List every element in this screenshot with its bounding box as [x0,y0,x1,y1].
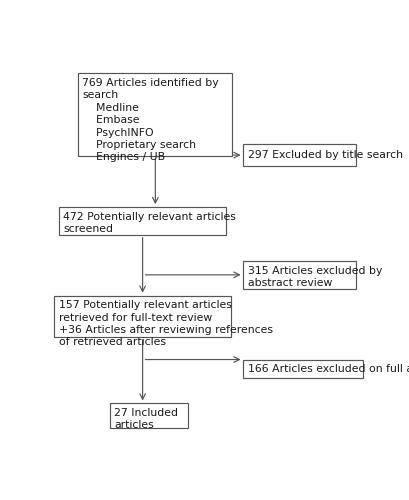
Text: 315 Articles excluded by
abstract review: 315 Articles excluded by abstract review [247,266,381,288]
FancyBboxPatch shape [243,261,355,288]
FancyBboxPatch shape [78,74,232,156]
Text: 769 Articles identified by
search
    Medline
    Embase
    PsychINFO
    Propr: 769 Articles identified by search Medlin… [82,78,218,162]
Text: 472 Potentially relevant articles
screened: 472 Potentially relevant articles screen… [63,212,236,234]
Text: 27 Included
articles: 27 Included articles [114,408,178,430]
FancyBboxPatch shape [59,207,225,235]
FancyBboxPatch shape [110,404,187,428]
Text: 166 Articles excluded on full article: 166 Articles excluded on full article [247,364,409,374]
FancyBboxPatch shape [54,296,230,337]
Text: 297 Excluded by title search: 297 Excluded by title search [247,150,402,160]
Text: 157 Potentially relevant articles
retrieved for full-text review
+36 Articles af: 157 Potentially relevant articles retrie… [58,300,272,348]
FancyBboxPatch shape [243,144,355,167]
FancyBboxPatch shape [243,360,362,378]
